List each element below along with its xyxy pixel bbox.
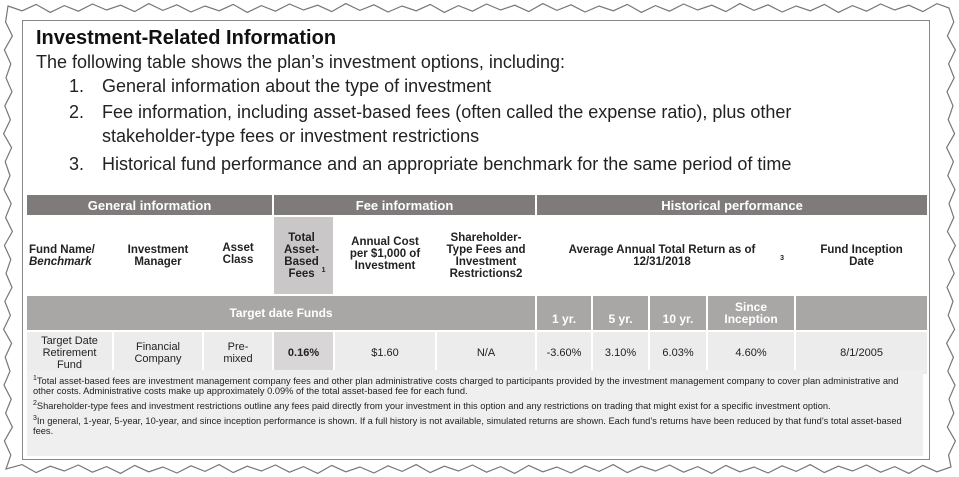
group-header-row: General information Fee information Hist… (27, 195, 928, 215)
column-header-row: Fund Name/Benchmark Investment Manager A… (27, 217, 928, 294)
footnote: 2Shareholder-type fees and investment re… (33, 399, 917, 411)
section-label: Target date Funds (27, 296, 536, 330)
section-row: Target date Funds 1 yr. 5 yr. 10 yr. Sin… (27, 296, 928, 330)
column-header: Fund Inception Date (796, 217, 928, 294)
period-header: 5 yr. (593, 296, 649, 330)
intro: The following table shows the plan’s inv… (36, 52, 565, 72)
footnotes: 1Total asset-based fees are investment m… (27, 370, 923, 456)
list-number: 2. (69, 102, 85, 122)
footnote-ref: 1 (321, 266, 326, 274)
header-text: Average Annual Total Return as of 12/31/… (568, 243, 756, 268)
footnote: 3In general, 1-year, 5-year, 10-year, an… (33, 414, 917, 436)
header-text: Fund Name/ (29, 243, 95, 256)
data-row: Target Date Retirement Fund Financial Com… (27, 332, 928, 374)
column-header: Fund Name/Benchmark (27, 217, 112, 294)
table-cell: Financial Company (114, 332, 202, 374)
list-text: Fee information, including asset-based f… (102, 102, 792, 146)
table-cell: Target Date Retirement Fund (27, 332, 112, 374)
header-text: Total Asset-Based Fees (283, 231, 320, 280)
footnote: 1Total asset-based fees are investment m… (33, 374, 917, 396)
table-cell: -3.60% (537, 332, 592, 374)
table-cell: 3.10% (593, 332, 649, 374)
list-item: 1. General information about the type of … (69, 74, 909, 98)
list-number: 3. (69, 154, 85, 174)
footnote-ref: 3 (780, 254, 785, 262)
title: Investment-Related Information (36, 27, 337, 49)
table-cell: Pre-mixed (204, 332, 273, 374)
table-cell: 8/1/2005 (796, 332, 928, 374)
footnote-mark: 2 (33, 400, 37, 408)
column-header: Investment Manager (114, 217, 202, 294)
list-number: 1. (69, 76, 85, 96)
list-item: 3. Historical fund performance and an app… (69, 152, 909, 176)
period-header: Since Inception (708, 296, 795, 330)
period-header: 1 yr. (537, 296, 592, 330)
header-text: Benchmark (29, 255, 92, 268)
group-header: General information (27, 195, 273, 215)
table-cell: 4.60% (708, 332, 795, 374)
list-item: 2. Fee information, including asset-based… (69, 100, 909, 148)
footnote-text: Total asset-based fees are investment ma… (33, 376, 899, 397)
fund-table: General information Fee information Hist… (25, 193, 929, 376)
table-cell: 0.16% (274, 332, 334, 374)
footnote-mark: 1 (33, 375, 37, 382)
column-header: Average Annual Total Return as of 12/31/… (537, 217, 795, 294)
group-header: Historical performance (537, 195, 928, 215)
footnote-text: In general, 1-year, 5-year, 10-year, and… (33, 416, 902, 437)
content-box: Investment-Related Information The follo… (22, 20, 930, 460)
list-text: General information about the type of in… (102, 76, 492, 96)
footnote-text: Shareholder-type fees and investment res… (36, 401, 831, 412)
column-header: Annual Cost per $1,000 of Investment (335, 217, 436, 294)
list-text: Historical fund performance and an appro… (102, 154, 792, 174)
footnote-mark: 3 (33, 415, 37, 423)
table-cell: 6.03% (650, 332, 707, 374)
column-header: Shareholder-Type Fees and Investment Res… (437, 217, 536, 294)
group-header: Fee information (274, 195, 536, 215)
section-spacer (796, 296, 928, 330)
column-header: Total Asset-Based Fees 1 (274, 217, 334, 294)
column-header: Asset Class (204, 217, 273, 294)
table-cell: $1.60 (335, 332, 436, 374)
period-header: 10 yr. (650, 296, 707, 330)
table-cell: N/A (437, 332, 536, 374)
